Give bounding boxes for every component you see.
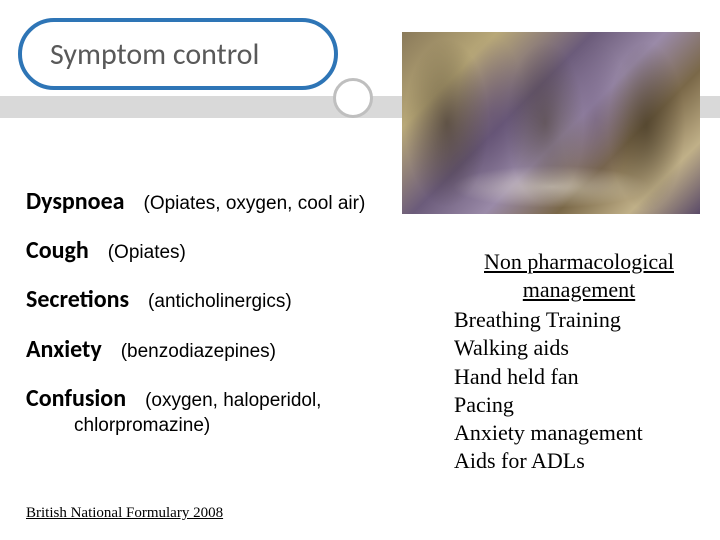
symptom-treatment: (Opiates, oxygen, cool air) [144, 193, 366, 214]
symptom-list: Dyspnoea (Opiates, oxygen, cool air) Cou… [26, 186, 426, 457]
illustration-image [402, 32, 700, 214]
symptom-row: Dyspnoea (Opiates, oxygen, cool air) [26, 186, 426, 217]
symptom-treatment: (anticholinergics) [148, 291, 292, 312]
symptom-treatment: (Opiates) [108, 242, 186, 263]
symptom-name: Dyspnoea [26, 187, 125, 216]
nonpharm-panel: Non pharmacological management Breathing… [454, 248, 704, 475]
symptom-treatment-cont: chlorpromazine) [74, 414, 426, 439]
symptom-row: Cough (Opiates) [26, 235, 426, 266]
symptom-name: Secretions [26, 285, 129, 314]
nonpharm-item: Walking aids [454, 334, 704, 362]
symptom-treatment: (oxygen, haloperidol, [145, 390, 321, 411]
nonpharm-title: Non pharmacological management [454, 248, 704, 304]
nonpharm-item: Pacing [454, 391, 704, 419]
decorative-ring [333, 78, 373, 118]
footer-citation: British National Formulary 2008 [26, 505, 223, 522]
symptom-name: Cough [26, 236, 89, 265]
symptom-name: Anxiety [26, 335, 102, 364]
symptom-row: Anxiety (benzodiazepines) [26, 334, 426, 365]
title-badge: Symptom control [18, 18, 338, 90]
symptom-treatment: (benzodiazepines) [121, 341, 276, 362]
nonpharm-item: Aids for ADLs [454, 447, 704, 475]
symptom-row: Secretions (anticholinergics) [26, 284, 426, 315]
slide-title: Symptom control [50, 36, 259, 73]
nonpharm-item: Anxiety management [454, 419, 704, 447]
nonpharm-item: Hand held fan [454, 363, 704, 391]
nonpharm-item: Breathing Training [454, 306, 704, 334]
symptom-name: Confusion [26, 384, 126, 413]
symptom-row: Confusion (oxygen, haloperidol, chlorpro… [26, 383, 426, 439]
